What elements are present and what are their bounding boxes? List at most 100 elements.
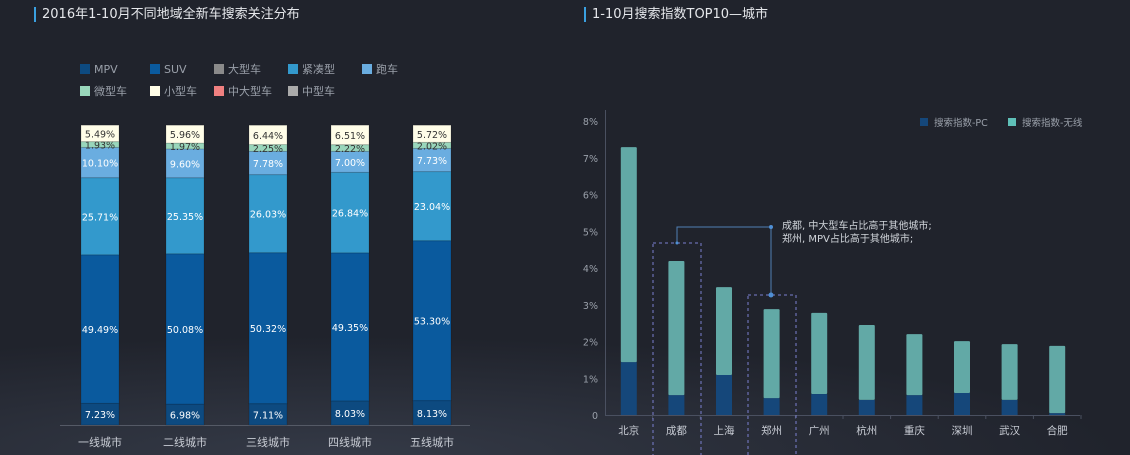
stack-segment [412, 171, 452, 242]
segment-label: 2.02% [417, 141, 447, 152]
legend-swatch[interactable] [362, 64, 372, 74]
stack-segment [248, 174, 288, 254]
x-tick-label: 上海 [714, 424, 735, 437]
legend-label[interactable]: 中型车 [302, 84, 335, 98]
segment-label: 2.22% [335, 144, 365, 155]
segment-label: 7.11% [253, 410, 283, 421]
left-chart-title: 2016年1-10月不同地域全新车搜索关注分布 [34, 7, 300, 22]
bar-pc [858, 399, 875, 415]
y-tick-label: 0 [592, 411, 598, 422]
x-tick-label: 广州 [809, 425, 830, 437]
legend-swatch[interactable] [150, 86, 160, 96]
x-tick-label: 成都 [666, 425, 687, 437]
segment-label: 7.00% [335, 158, 365, 169]
stack-segment [330, 252, 370, 402]
bar-wireless [858, 324, 875, 400]
segment-label: 5.72% [417, 130, 447, 141]
segment-label: 49.49% [82, 325, 118, 336]
legend-swatch[interactable] [150, 64, 160, 74]
segment-label: 6.51% [335, 131, 365, 142]
legend-swatch[interactable] [920, 118, 928, 126]
legend-label[interactable]: 跑车 [376, 62, 398, 76]
segment-label: 9.60% [170, 159, 200, 170]
legend-swatch[interactable] [288, 64, 298, 74]
annotation-dot [768, 292, 774, 298]
legend-label[interactable]: MPV [94, 63, 118, 76]
legend-label[interactable]: 大型车 [228, 62, 261, 76]
annotation-dot [675, 241, 679, 245]
legend-swatch[interactable] [214, 64, 224, 74]
stack-segment [80, 177, 120, 256]
segment-label: 6.44% [253, 131, 283, 142]
segment-label: 7.73% [417, 156, 447, 167]
bar-wireless [811, 312, 828, 395]
bar-wireless [668, 261, 685, 396]
stack-segment [330, 124, 370, 146]
y-tick-label: 8% [583, 117, 598, 128]
x-tick-label: 合肥 [1047, 424, 1069, 437]
bar-wireless [716, 287, 732, 375]
segment-label: 50.08% [167, 325, 203, 336]
y-tick-label: 3% [583, 301, 598, 312]
stack-segment [165, 148, 205, 179]
segment-label: 53.30% [414, 317, 450, 328]
x-tick-label: 三线城市 [246, 435, 290, 449]
segment-label: 25.71% [82, 212, 118, 223]
legend-swatch[interactable] [214, 86, 224, 96]
legend-label[interactable]: 小型车 [164, 84, 197, 98]
bar-pc [668, 395, 685, 415]
legend-swatch[interactable] [1008, 118, 1016, 126]
segment-label: 6.98% [170, 411, 200, 422]
legend-label[interactable]: 搜索指数-无线 [1022, 117, 1083, 129]
segment-label: 2.25% [253, 144, 283, 155]
segment-label: 1.93% [85, 141, 115, 152]
bar-wireless [906, 334, 923, 396]
legend-label[interactable]: 搜索指数-PC [934, 117, 988, 129]
x-tick-label: 郑州 [761, 424, 782, 437]
legend-swatch[interactable] [288, 86, 298, 96]
stack-segment [165, 177, 205, 255]
bar-pc [906, 395, 923, 415]
legend-label[interactable]: 中大型车 [228, 84, 272, 98]
bar-pc [954, 392, 970, 415]
bar-wireless [1049, 345, 1066, 414]
y-tick-label: 2% [583, 338, 598, 349]
segment-label: 7.23% [85, 410, 115, 421]
legend-label[interactable]: 紧凑型 [302, 62, 335, 76]
annotation-connector [676, 226, 772, 295]
x-tick-label: 四线城市 [328, 435, 372, 449]
bar-wireless [954, 341, 970, 393]
x-tick-label: 北京 [618, 424, 639, 437]
stack-segment [165, 124, 205, 144]
x-tick-label: 二线城市 [163, 435, 207, 449]
stack-segment [330, 171, 370, 254]
bar-pc [1001, 399, 1018, 415]
segment-label: 26.84% [332, 209, 368, 220]
stack-segment [80, 146, 120, 179]
annotation-text: 成都, 中大型车占比高于其他城市; [782, 219, 932, 232]
y-tick-label: 5% [583, 227, 598, 238]
segment-label: 8.03% [335, 409, 365, 420]
right-chart-title: 1-10月搜索指数TOP10—城市 [584, 7, 768, 22]
bar-wireless [620, 147, 637, 363]
bar-pc [763, 398, 780, 415]
legend-swatch[interactable] [80, 64, 90, 74]
x-tick-label: 武汉 [999, 424, 1020, 437]
bar-pc [716, 374, 732, 415]
x-tick-label: 杭州 [856, 424, 877, 437]
x-tick-label: 一线城市 [78, 435, 122, 449]
stack-segment [80, 254, 120, 404]
segment-label: 5.49% [85, 129, 115, 140]
segment-label: 1.97% [170, 142, 200, 153]
legend-label[interactable]: SUV [164, 63, 187, 76]
annotation-text: 郑州, MPV占比高于其他城市; [782, 232, 913, 245]
x-tick-label: 五线城市 [410, 435, 454, 449]
bar-pc [1049, 413, 1066, 415]
x-tick-label: 深圳 [952, 425, 973, 437]
y-tick-label: 6% [583, 191, 598, 202]
segment-label: 26.03% [250, 210, 286, 221]
legend-label[interactable]: 微型车 [94, 84, 127, 98]
segment-label: 5.96% [170, 130, 200, 141]
legend-swatch[interactable] [80, 86, 90, 96]
y-tick-label: 4% [583, 264, 598, 275]
